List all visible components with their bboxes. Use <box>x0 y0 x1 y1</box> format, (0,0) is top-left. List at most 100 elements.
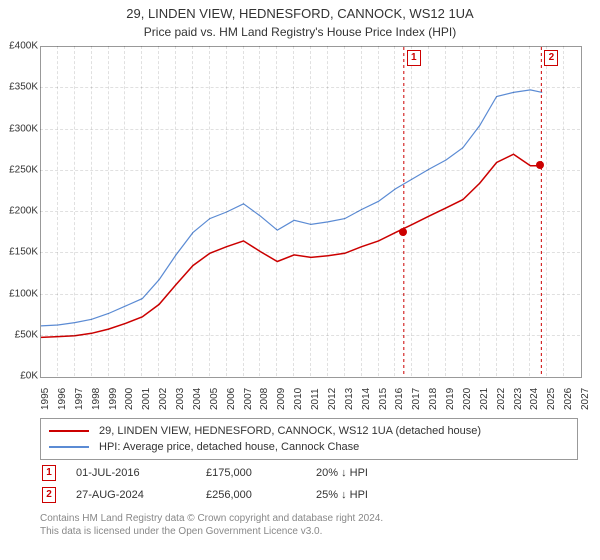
marker-num-icon: 2 <box>42 487 56 503</box>
x-tick-label: 2005 <box>209 388 220 410</box>
marker-num-icon: 1 <box>42 465 56 481</box>
gridline <box>243 46 244 376</box>
legend-swatch <box>49 446 89 448</box>
x-tick-label: 2022 <box>496 388 507 410</box>
gridline <box>344 46 345 376</box>
tx-date: 27-AUG-2024 <box>76 489 186 501</box>
x-tick-label: 2003 <box>175 388 186 410</box>
y-tick-label: £250K <box>2 164 38 175</box>
legend-label: 29, LINDEN VIEW, HEDNESFORD, CANNOCK, WS… <box>99 425 481 437</box>
gridline <box>529 46 530 376</box>
attr-line: This data is licensed under the Open Gov… <box>40 525 580 538</box>
x-tick-label: 2007 <box>243 388 254 410</box>
y-tick-label: £350K <box>2 82 38 93</box>
gridline <box>546 46 547 376</box>
gridline <box>378 46 379 376</box>
gridline <box>563 46 564 376</box>
x-tick-label: 2000 <box>124 388 135 410</box>
gridline <box>513 46 514 376</box>
y-tick-label: £300K <box>2 123 38 134</box>
x-tick-label: 2017 <box>411 388 422 410</box>
gridline <box>276 46 277 376</box>
price-marker-dot <box>536 161 544 169</box>
legend-row: HPI: Average price, detached house, Cann… <box>49 439 569 455</box>
gridline <box>327 46 328 376</box>
gridline <box>394 46 395 376</box>
y-tick-label: £150K <box>2 247 38 258</box>
price-marker-num-icon: 1 <box>407 50 421 66</box>
chart-lines <box>41 47 581 377</box>
table-row: 1 01-JUL-2016 £175,000 20% ↓ HPI <box>40 462 580 484</box>
chart-title-1: 29, LINDEN VIEW, HEDNESFORD, CANNOCK, WS… <box>0 0 600 25</box>
transaction-table: 1 01-JUL-2016 £175,000 20% ↓ HPI 2 27-AU… <box>40 462 580 506</box>
x-tick-label: 1995 <box>40 388 51 410</box>
legend-label: HPI: Average price, detached house, Cann… <box>99 441 359 453</box>
gridline <box>310 46 311 376</box>
chart-title-2: Price paid vs. HM Land Registry's House … <box>0 25 600 45</box>
y-tick-label: £200K <box>2 206 38 217</box>
gridline <box>428 46 429 376</box>
x-tick-label: 2013 <box>344 388 355 410</box>
gridline <box>226 46 227 376</box>
y-tick-label: £50K <box>2 329 38 340</box>
tx-price: £256,000 <box>206 489 296 501</box>
x-tick-label: 2020 <box>462 388 473 410</box>
price-marker-num-icon: 2 <box>544 50 558 66</box>
x-tick-label: 2024 <box>529 388 540 410</box>
x-tick-label: 2015 <box>378 388 389 410</box>
gridline <box>411 46 412 376</box>
y-tick-label: £100K <box>2 288 38 299</box>
x-tick-label: 2027 <box>580 388 591 410</box>
x-tick-label: 1999 <box>108 388 119 410</box>
attr-line: Contains HM Land Registry data © Crown c… <box>40 512 580 525</box>
x-tick-label: 2004 <box>192 388 203 410</box>
x-tick-label: 1996 <box>57 388 68 410</box>
gridline <box>74 46 75 376</box>
y-tick-label: £400K <box>2 41 38 52</box>
x-tick-label: 1997 <box>74 388 85 410</box>
x-tick-label: 2009 <box>276 388 287 410</box>
x-tick-label: 2006 <box>226 388 237 410</box>
tx-date: 01-JUL-2016 <box>76 467 186 479</box>
gridline <box>209 46 210 376</box>
gridline <box>175 46 176 376</box>
gridline <box>462 46 463 376</box>
y-tick-label: £0K <box>2 371 38 382</box>
tx-price: £175,000 <box>206 467 296 479</box>
gridline <box>479 46 480 376</box>
x-tick-label: 2001 <box>141 388 152 410</box>
gridline <box>445 46 446 376</box>
x-tick-label: 2016 <box>394 388 405 410</box>
price-marker-dot <box>399 228 407 236</box>
gridline <box>192 46 193 376</box>
x-tick-label: 2012 <box>327 388 338 410</box>
legend-swatch <box>49 430 89 432</box>
x-tick-label: 2011 <box>310 388 321 410</box>
x-tick-label: 2023 <box>513 388 524 410</box>
x-tick-label: 2019 <box>445 388 456 410</box>
gridline <box>141 46 142 376</box>
legend-row: 29, LINDEN VIEW, HEDNESFORD, CANNOCK, WS… <box>49 423 569 439</box>
gridline <box>124 46 125 376</box>
gridline <box>158 46 159 376</box>
gridline <box>259 46 260 376</box>
x-tick-label: 2025 <box>546 388 557 410</box>
tx-pct: 20% ↓ HPI <box>316 467 436 479</box>
x-tick-label: 2021 <box>479 388 490 410</box>
plot-area <box>40 46 582 378</box>
table-row: 2 27-AUG-2024 £256,000 25% ↓ HPI <box>40 484 580 506</box>
tx-pct: 25% ↓ HPI <box>316 489 436 501</box>
gridline <box>496 46 497 376</box>
gridline <box>108 46 109 376</box>
gridline <box>57 46 58 376</box>
gridline <box>91 46 92 376</box>
x-tick-label: 2010 <box>293 388 304 410</box>
attribution: Contains HM Land Registry data © Crown c… <box>40 512 580 538</box>
x-tick-label: 2002 <box>158 388 169 410</box>
legend: 29, LINDEN VIEW, HEDNESFORD, CANNOCK, WS… <box>40 418 578 460</box>
x-tick-label: 2026 <box>563 388 574 410</box>
x-tick-label: 1998 <box>91 388 102 410</box>
gridline <box>361 46 362 376</box>
gridline <box>293 46 294 376</box>
x-tick-label: 2018 <box>428 388 439 410</box>
